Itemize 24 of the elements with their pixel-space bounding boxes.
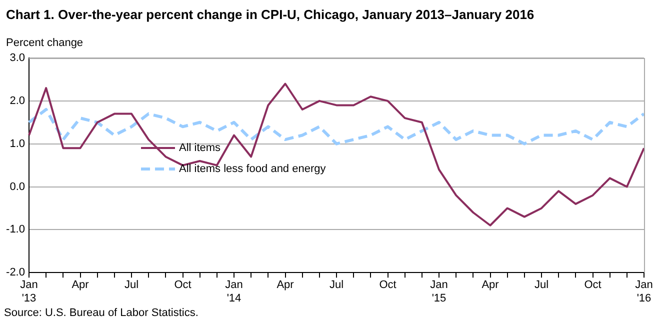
x-tick-label: Oct (584, 279, 602, 292)
x-tick-label: Jan '16 (635, 279, 653, 304)
x-tick-label: Jul (534, 279, 549, 292)
y-tick-label: -1.0 (6, 224, 25, 236)
legend-label: All items less food and energy (179, 163, 326, 176)
y-tick-label: 0.0 (10, 180, 25, 193)
x-tick-label: Apr (72, 279, 90, 292)
y-tick-label: -2.0 (6, 266, 25, 279)
source-note: Source: U.S. Bureau of Labor Statistics. (4, 307, 198, 319)
y-tick-label: 2.0 (10, 94, 25, 107)
x-tick-label: Jan '13 (20, 279, 38, 304)
x-tick-label: Jan '14 (225, 279, 243, 304)
x-tick-label: Oct (379, 279, 396, 292)
x-tick-label: Oct (174, 279, 192, 292)
y-tick-label: 1.0 (10, 138, 25, 150)
x-tick-label: Jul (124, 279, 139, 292)
chart-title: Chart 1. Over-the-year percent change in CPI-U, Chicago, January 2013–January 2016 (6, 7, 534, 22)
x-tick-label: Apr (482, 279, 500, 292)
x-tick-label: Apr (276, 279, 294, 292)
y-axis-title: Percent change (6, 37, 84, 49)
y-tick-label: 3.0 (10, 52, 25, 64)
legend-label: All items (179, 142, 222, 154)
x-tick-label: Jul (329, 279, 344, 292)
x-tick-label: Jan '15 (430, 279, 448, 304)
